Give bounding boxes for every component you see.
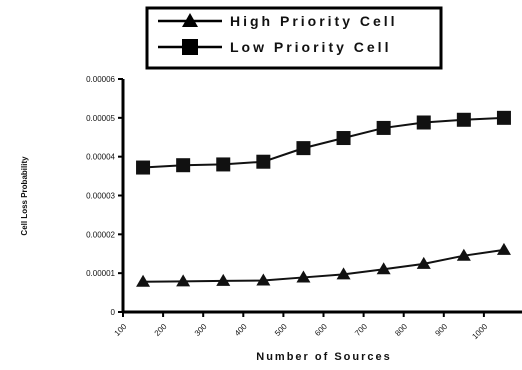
triangle-point xyxy=(216,273,231,286)
square-point xyxy=(336,131,351,146)
square-point xyxy=(176,158,191,173)
triangle-point xyxy=(296,270,311,283)
x-tick-label: 400 xyxy=(233,322,249,338)
square-point xyxy=(456,112,471,127)
x-tick-label: 1000 xyxy=(470,322,489,341)
y-tick-label: 0 xyxy=(111,308,116,317)
y-axis-title: Cell Loss Probability xyxy=(20,156,29,236)
square-point xyxy=(496,110,511,125)
triangle-point xyxy=(176,274,191,287)
series-group xyxy=(136,110,511,287)
legend-triangle-marker xyxy=(182,13,198,27)
y-tick-label: 0.00003 xyxy=(86,192,115,201)
x-tick-label: 200 xyxy=(153,322,169,338)
x-tick-label: 700 xyxy=(353,322,369,338)
legend-label-low: Low Priority Cell xyxy=(230,39,391,55)
square-point xyxy=(296,141,311,156)
triangle-point xyxy=(256,273,271,286)
legend-item-high: High Priority Cell xyxy=(158,13,398,29)
y-tick-label: 0.00006 xyxy=(86,75,115,84)
square-point xyxy=(256,154,271,169)
x-tick-label: 300 xyxy=(193,322,209,338)
legend-label-high: High Priority Cell xyxy=(230,13,398,29)
square-point xyxy=(136,160,151,175)
y-tick-label: 0.00001 xyxy=(86,269,115,278)
series-line xyxy=(143,248,505,283)
series-low-priority xyxy=(136,110,511,175)
x-axis-ticks: 100 200 300 400 500 600 700 800 900 1000 xyxy=(113,312,490,341)
x-axis-title: Number of Sources xyxy=(256,351,391,363)
legend-square-marker xyxy=(182,39,198,55)
square-point xyxy=(416,115,431,130)
square-point xyxy=(376,120,391,135)
triangle-point xyxy=(456,248,471,261)
x-tick-label: 800 xyxy=(393,322,409,338)
square-point xyxy=(216,157,231,172)
y-tick-label: 0.00005 xyxy=(86,114,115,123)
x-tick-label: 600 xyxy=(313,322,329,338)
y-axis-ticks: 0 0.00001 0.00002 0.00003 0.00004 0.00005 0.00… xyxy=(86,75,123,317)
triangle-point xyxy=(496,242,511,255)
legend-box xyxy=(145,6,443,70)
x-tick-label: 900 xyxy=(433,322,449,338)
series-high-priority xyxy=(136,242,511,287)
series-line xyxy=(142,116,504,169)
legend: High Priority Cell Low Priority Cell xyxy=(145,6,443,70)
y-tick-label: 0.00002 xyxy=(86,230,115,239)
y-tick-label: 0.00004 xyxy=(86,153,115,162)
x-tick-label: 100 xyxy=(113,322,129,338)
triangle-point xyxy=(336,267,351,280)
x-tick-label: 500 xyxy=(273,322,289,338)
triangle-point xyxy=(136,274,151,287)
triangle-point xyxy=(376,262,391,275)
triangle-point xyxy=(416,256,431,269)
legend-item-low: Low Priority Cell xyxy=(158,39,391,55)
